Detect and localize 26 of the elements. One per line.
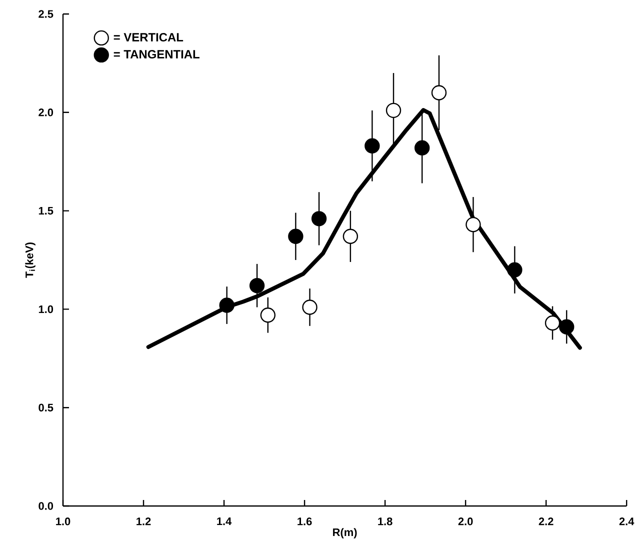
legend-label: = TANGENTIAL [114,50,200,58]
point [249,278,265,294]
x-tick-label: 1.8 [378,518,392,526]
x-tick-label: 2.2 [538,518,554,526]
y-tick-label: 2.0 [38,108,54,116]
x-axis-title: R(m) [333,528,357,538]
y-axis-title: T$_{i}$(keV) [25,242,36,278]
y-tick-label: 2.5 [38,10,54,18]
y-tick-label: 0.0 [38,502,54,510]
x-tick-label: 1.4 [217,518,232,526]
x-tick-label: 2.0 [458,518,473,526]
point [311,211,327,226]
y-tick-label: 0.5 [38,404,54,412]
x-tick-label: 1.0 [56,518,70,526]
y-tick-label: 1.5 [38,206,54,215]
x-tick-label: 1.6 [298,518,312,526]
point [507,262,522,278]
point [288,228,304,244]
x-tick-label: 2.4 [619,518,634,526]
point [219,298,234,313]
x-tick-label: 1.2 [136,518,151,526]
legend-label: = VERTICAL [114,33,184,42]
point [364,138,380,154]
point [559,319,574,335]
y-tick-label: 1.0 [38,305,54,314]
point [414,140,430,156]
